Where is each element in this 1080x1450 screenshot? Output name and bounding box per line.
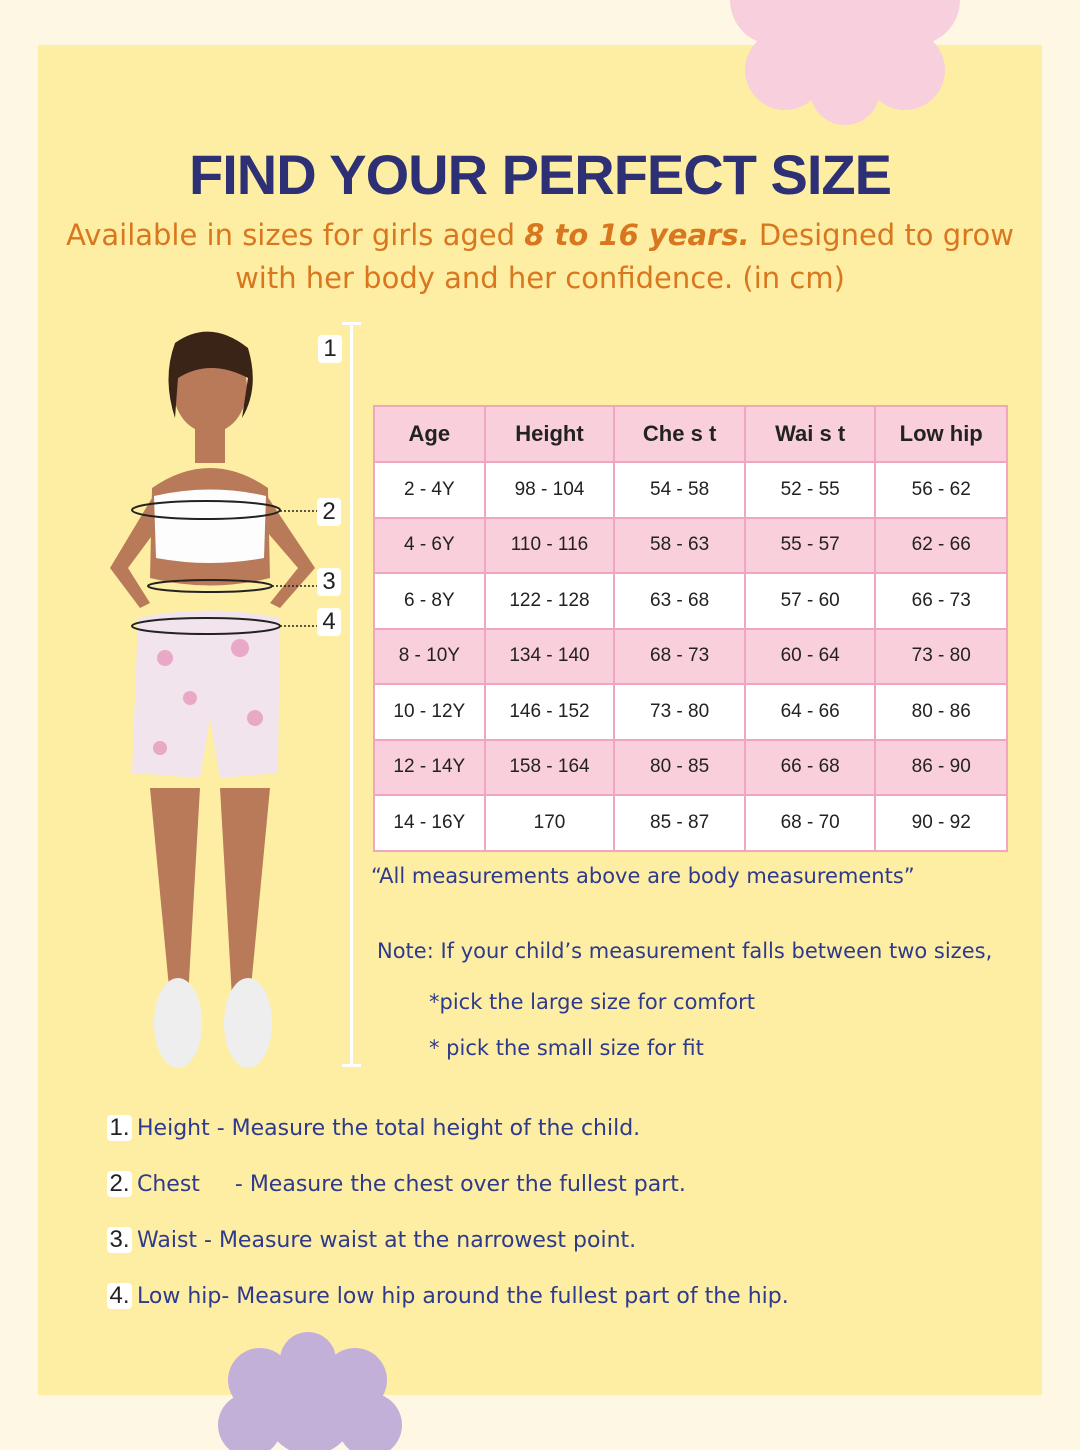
cell-chest: 54 - 58 [613, 461, 746, 519]
table-row: 4 - 6Y 110 - 116 58 - 63 55 - 57 62 - 66 [373, 516, 1008, 574]
note-intro: Note: If your child’s measurement falls … [377, 939, 993, 963]
cell-age: 10 - 12Y [373, 683, 486, 741]
cell-waist: 55 - 57 [743, 516, 877, 574]
waist-marker-label: 3 [317, 568, 341, 596]
cell-waist: 57 - 60 [743, 572, 877, 630]
height-ruler-line [350, 322, 353, 1066]
girl-figure-illustration [110, 331, 320, 1068]
cell-height: 98 - 104 [483, 461, 616, 519]
cell-height: 158 - 164 [483, 738, 616, 796]
cell-low-hip: 86 - 90 [874, 738, 1008, 796]
size-chart-table: Age Height Che s t Wai s t Low hip 2 - 4… [373, 405, 1008, 852]
table-row: 8 - 10Y 134 - 140 68 - 73 60 - 64 73 - 80 [373, 627, 1008, 685]
page-title: FIND YOUR PERFECT SIZE [189, 143, 892, 206]
cell-height: 110 - 116 [483, 516, 616, 574]
header-low-hip: Low hip [874, 405, 1008, 463]
header-height: Height [483, 405, 616, 463]
instruction-number: 4. [107, 1283, 132, 1309]
table-row: 2 - 4Y 98 - 104 54 - 58 52 - 55 56 - 62 [373, 461, 1008, 519]
cell-height: 122 - 128 [483, 572, 616, 630]
pink-flower-decoration [730, 0, 960, 125]
cell-chest: 85 - 87 [613, 794, 746, 852]
cell-chest: 63 - 68 [613, 572, 746, 630]
instruction-text: Waist - Measure waist at the narrowest p… [137, 1228, 637, 1253]
cell-waist: 60 - 64 [743, 627, 877, 685]
age-range-highlight: 8 to 16 years. [524, 218, 750, 252]
cell-low-hip: 80 - 86 [874, 683, 1008, 741]
cell-low-hip: 56 - 62 [874, 461, 1008, 519]
cell-chest: 73 - 80 [613, 683, 746, 741]
cell-chest: 58 - 63 [613, 516, 746, 574]
table-row: 12 - 14Y 158 - 164 80 - 85 66 - 68 86 - 90 [373, 738, 1008, 796]
instruction-text: Chest - Measure the chest over the fulle… [137, 1172, 686, 1197]
instruction-number: 3. [107, 1227, 132, 1253]
subtitle: Available in sizes for girls aged 8 to 1… [66, 218, 1014, 295]
measurement-instruction: 4. Low hip- Measure low hip around the fu… [107, 1283, 789, 1309]
cell-height: 170 [483, 794, 616, 852]
ruler-bottom-tick [342, 1064, 361, 1067]
cell-chest: 80 - 85 [613, 738, 746, 796]
cell-height: 134 - 140 [483, 627, 616, 685]
cell-age: 8 - 10Y [373, 627, 486, 685]
instruction-text: Height - Measure the total height of the… [137, 1116, 641, 1141]
instruction-number: 1. [107, 1115, 132, 1141]
purple-flower-decoration [218, 1332, 402, 1450]
cell-low-hip: 90 - 92 [874, 794, 1008, 852]
cell-age: 6 - 8Y [373, 572, 486, 630]
header-chest: Che s t [613, 405, 746, 463]
low-hip-marker-label: 4 [317, 608, 341, 636]
cell-age: 2 - 4Y [373, 461, 486, 519]
cell-waist: 66 - 68 [743, 738, 877, 796]
cell-waist: 68 - 70 [743, 794, 877, 852]
measurement-instruction: 1. Height - Measure the total height of t… [107, 1115, 640, 1141]
table-row: 6 - 8Y 122 - 128 63 - 68 57 - 60 66 - 73 [373, 572, 1008, 630]
measurement-instruction: 2. Chest - Measure the chest over the ful… [107, 1171, 686, 1197]
table-row: 10 - 12Y 146 - 152 73 - 80 64 - 66 80 - 86 [373, 683, 1008, 741]
cell-low-hip: 66 - 73 [874, 572, 1008, 630]
header-waist: Wai s t [743, 405, 877, 463]
chest-marker-label: 2 [317, 498, 341, 526]
body-measurements-quote: “All measurements above are body measure… [371, 864, 915, 888]
note-tip-comfort: *pick the large size for comfort [429, 990, 755, 1014]
table-header-row: Age Height Che s t Wai s t Low hip [373, 405, 1008, 463]
cell-waist: 64 - 66 [743, 683, 877, 741]
cell-age: 14 - 16Y [373, 794, 486, 852]
instruction-number: 2. [107, 1171, 132, 1197]
instruction-text: Low hip- Measure low hip around the full… [137, 1284, 789, 1309]
measurement-instruction: 3. Waist - Measure waist at the narrowest… [107, 1227, 636, 1253]
cell-height: 146 - 152 [483, 683, 616, 741]
header-age: Age [373, 405, 486, 463]
cell-low-hip: 62 - 66 [874, 516, 1008, 574]
cell-low-hip: 73 - 80 [874, 627, 1008, 685]
cell-age: 12 - 14Y [373, 738, 486, 796]
cell-chest: 68 - 73 [613, 627, 746, 685]
cell-age: 4 - 6Y [373, 516, 486, 574]
table-row: 14 - 16Y 170 85 - 87 68 - 70 90 - 92 [373, 794, 1008, 852]
cell-waist: 52 - 55 [743, 461, 877, 519]
ruler-top-tick [342, 322, 361, 325]
height-marker-label: 1 [318, 335, 342, 363]
note-tip-fit: * pick the small size for fit [429, 1036, 704, 1060]
